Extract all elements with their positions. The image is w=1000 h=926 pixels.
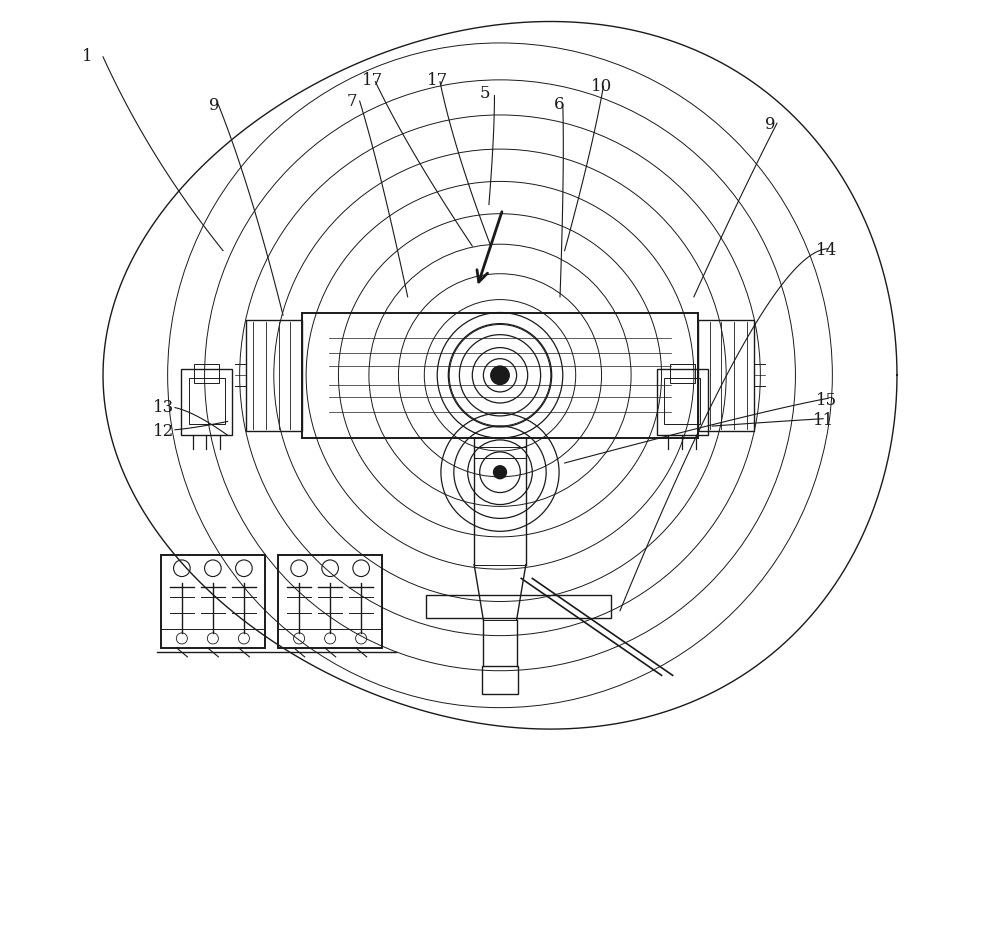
Bar — [161, 556, 265, 647]
Circle shape — [491, 366, 509, 384]
Bar — [698, 319, 754, 431]
Bar — [181, 369, 232, 435]
Text: 11: 11 — [813, 412, 835, 429]
Text: 15: 15 — [816, 392, 837, 408]
Text: 9: 9 — [209, 97, 219, 114]
Text: 7: 7 — [347, 93, 358, 109]
Bar — [657, 369, 708, 435]
Bar — [482, 666, 518, 694]
Text: 1: 1 — [82, 48, 93, 65]
Text: 6: 6 — [554, 96, 564, 113]
Bar — [664, 378, 700, 424]
Text: 17: 17 — [362, 72, 383, 89]
Circle shape — [494, 466, 506, 479]
Text: 10: 10 — [591, 78, 612, 94]
Bar — [426, 595, 611, 618]
Bar — [302, 312, 698, 438]
Bar — [189, 378, 225, 424]
Text: 12: 12 — [153, 423, 175, 440]
Text: 9: 9 — [765, 116, 776, 132]
Bar — [670, 364, 695, 382]
Text: 5: 5 — [480, 85, 490, 102]
Text: 17: 17 — [427, 72, 448, 89]
Text: 14: 14 — [816, 243, 837, 259]
Bar — [194, 364, 219, 382]
Bar — [278, 556, 382, 647]
Bar — [246, 319, 302, 431]
Text: 13: 13 — [153, 399, 175, 416]
